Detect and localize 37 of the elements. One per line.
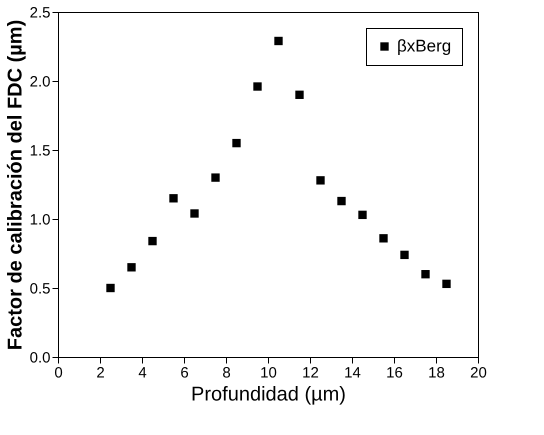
y-tick-label: 1.5 [30, 142, 50, 160]
point [190, 209, 199, 218]
point [358, 210, 367, 220]
legend-label: βxBerg [397, 36, 452, 56]
point [400, 250, 409, 260]
y-tick-label: 0.0 [30, 350, 50, 366]
point [106, 284, 115, 292]
point [442, 280, 451, 288]
x-tick-label: 14 [344, 364, 361, 382]
y-tick-label: 0.5 [30, 280, 50, 298]
x-tick-label: 2 [96, 364, 105, 382]
point [316, 176, 325, 185]
point [169, 194, 178, 202]
point [274, 36, 283, 46]
y-tick-label: 1.0 [30, 212, 50, 228]
point [337, 196, 346, 206]
x-tick-label: 18 [428, 364, 445, 382]
point [127, 263, 136, 272]
point [295, 90, 304, 99]
x-tick-label: 10 [260, 364, 277, 382]
x-tick-label: 8 [222, 364, 231, 382]
x-tick-label: 0 [54, 364, 63, 382]
point [379, 234, 388, 243]
x-tick-label: 16 [386, 364, 403, 382]
y-tick-label: 2.0 [30, 74, 50, 90]
x-tick-label: 6 [180, 364, 189, 382]
point [211, 173, 220, 182]
x-tick-label: 12 [302, 364, 319, 382]
y-tick-label: 2.5 [30, 4, 50, 22]
x-axis-title: Profundidad (µm) [191, 384, 346, 406]
x-tick-label: 20 [470, 364, 487, 382]
point [232, 138, 241, 148]
y-axis-title: Factor de calibración del FDC (µm) [4, 20, 27, 350]
point [253, 82, 262, 91]
point [148, 236, 157, 246]
x-tick-label: 4 [138, 364, 147, 382]
point [421, 270, 430, 278]
